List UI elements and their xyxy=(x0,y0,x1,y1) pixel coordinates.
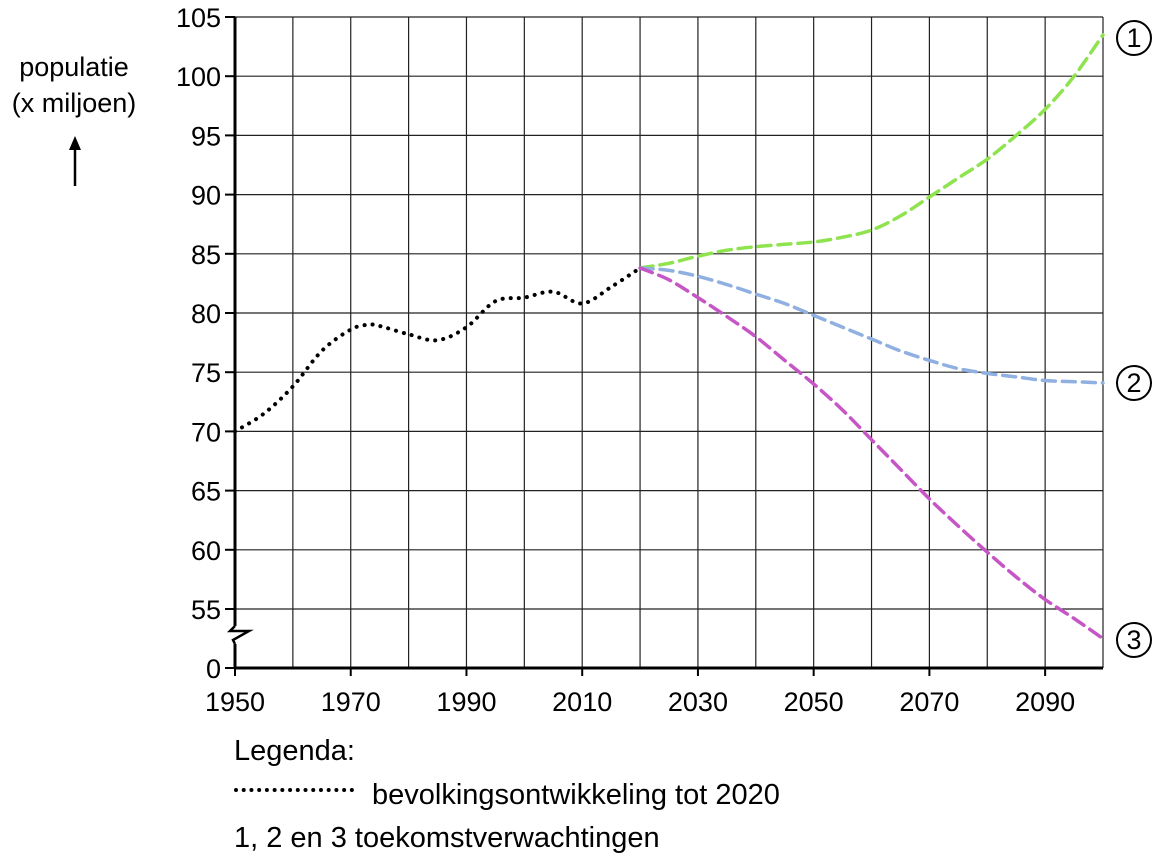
y-axis-arrow-icon xyxy=(69,136,81,186)
y-tick-label: 65 xyxy=(191,477,221,507)
legend-history-label: bevolkingsontwikkeling tot 2020 xyxy=(372,779,780,811)
scenario-1-marker: 1 xyxy=(1116,20,1152,56)
dotted-line-icon xyxy=(234,788,354,796)
chart-ticks: 0 55 60 65 70 75 80 85 90 95 100 105 1950 1970 1990 201… xyxy=(176,3,1075,717)
x-tick-label: 2050 xyxy=(784,687,844,717)
y-axis-label-line-2: (x miljoen) xyxy=(12,88,137,118)
chart-end-labels: 1 2 3 xyxy=(1116,20,1152,658)
x-tick-label: 2090 xyxy=(1015,687,1075,717)
legend-history: bevolkingsontwikkeling tot 2020 xyxy=(234,781,780,810)
y-tick-label: 95 xyxy=(191,121,221,151)
scenario-2-label: 2 xyxy=(1126,368,1141,398)
x-tick-label: 1950 xyxy=(205,687,265,717)
chart-series xyxy=(233,33,1105,641)
series-scenario-3-line xyxy=(638,266,1105,641)
scenario-2-circle-icon xyxy=(1116,365,1152,401)
y-tick-label: 0 xyxy=(206,654,221,684)
x-tick-label: 2010 xyxy=(552,687,612,717)
y-axis-break-icon xyxy=(226,625,254,645)
y-tick-label: 60 xyxy=(191,536,221,566)
y-tick-label: 90 xyxy=(191,181,221,211)
y-tick-label: 85 xyxy=(191,240,221,270)
scenario-3-marker: 3 xyxy=(1116,622,1152,658)
scenario-2-marker: 2 xyxy=(1116,365,1152,401)
scenario-3-label: 3 xyxy=(1126,625,1141,655)
y-tick-label: 75 xyxy=(191,358,221,388)
legend-future-label: 1, 2 en 3 toekomstverwachtingen xyxy=(234,822,660,854)
x-tick-label: 1970 xyxy=(321,687,381,717)
y-tick-label: 55 xyxy=(191,595,221,625)
y-tick-label: 70 xyxy=(191,417,221,447)
y-tick-label: 80 xyxy=(191,299,221,329)
y-axis-label-line-1: populatie xyxy=(19,52,129,82)
legend-title: Legenda: xyxy=(234,735,355,767)
x-tick-label: 2070 xyxy=(899,687,959,717)
chart-grid xyxy=(235,16,1104,668)
y-axis-label: populatie (x miljoen) xyxy=(12,52,137,186)
series-history-line xyxy=(233,266,643,434)
y-tick-label: 105 xyxy=(176,3,221,33)
series-scenario-1-line xyxy=(638,33,1105,270)
series-scenario-2-line xyxy=(638,266,1105,385)
scenario-1-circle-icon xyxy=(1116,20,1152,56)
x-tick-label: 1990 xyxy=(436,687,496,717)
scenario-3-circle-icon xyxy=(1116,622,1152,658)
x-tick-label: 2030 xyxy=(668,687,728,717)
scenario-1-label: 1 xyxy=(1126,23,1141,53)
y-tick-label: 100 xyxy=(176,62,221,92)
chart-axes xyxy=(226,17,1103,670)
